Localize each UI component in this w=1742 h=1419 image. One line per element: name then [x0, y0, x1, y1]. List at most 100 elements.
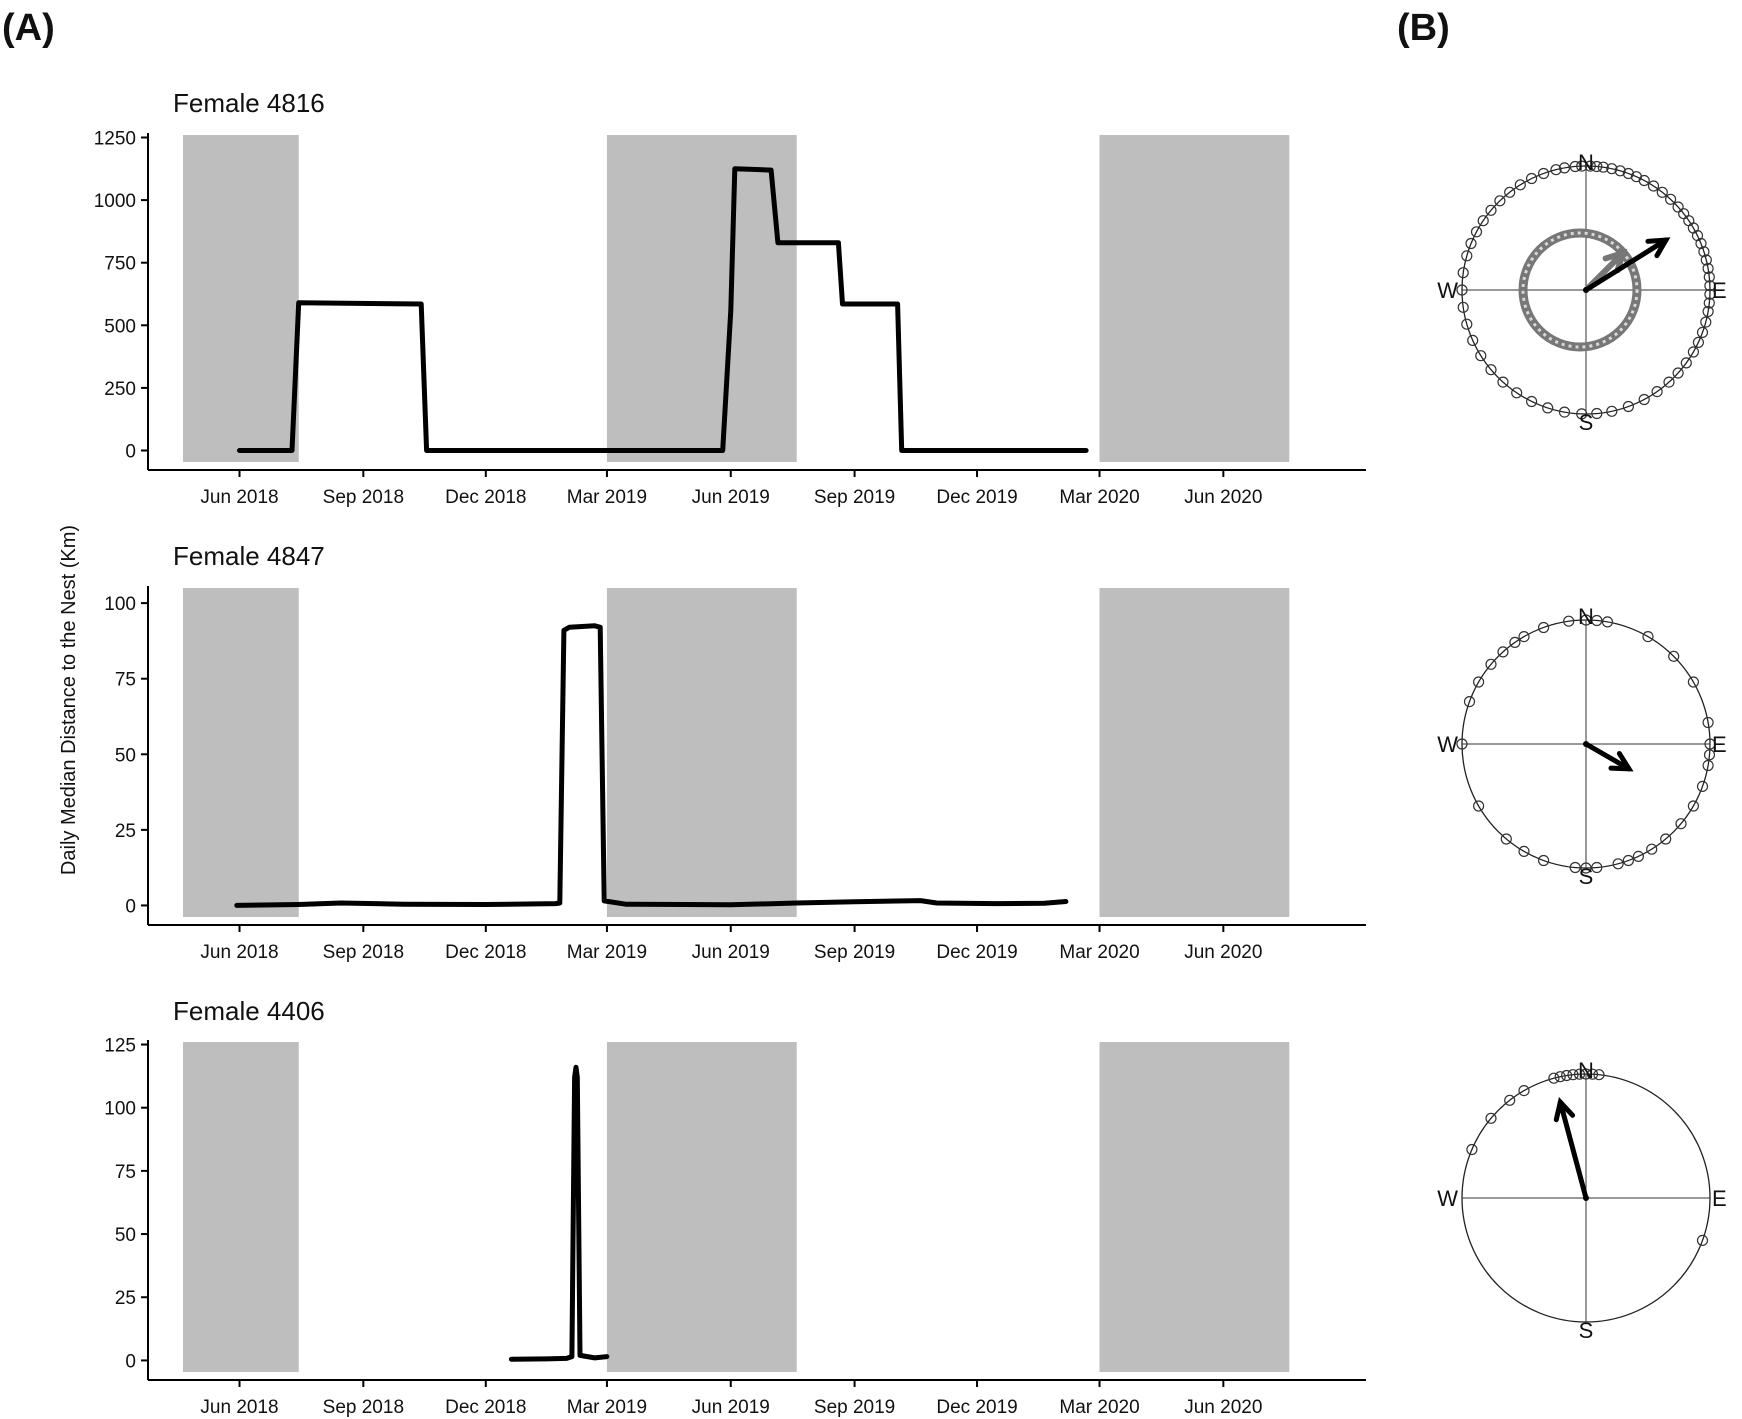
y-tick-label: 1000	[94, 191, 136, 212]
outer-ring-point	[1696, 780, 1709, 793]
outer-ring-point	[1660, 833, 1672, 845]
outer-ring-point	[1696, 326, 1709, 338]
shaded-period	[182, 588, 299, 917]
outer-ring-point	[1703, 271, 1715, 283]
compass-n-label: N	[1578, 150, 1594, 175]
y-tick-label: 25	[115, 1288, 136, 1309]
outer-ring-point	[1518, 630, 1530, 643]
outer-ring-point	[1518, 845, 1530, 858]
outer-ring-point	[1569, 861, 1581, 874]
outer-ring-point	[1580, 862, 1592, 874]
outer-ring-point	[1470, 226, 1483, 238]
outer-ring-point	[1485, 364, 1497, 376]
outer-ring-point	[1696, 1234, 1709, 1247]
x-tick-label: Mar 2020	[1059, 487, 1139, 508]
outer-ring-point	[1704, 288, 1716, 300]
outer-ring-point	[1664, 193, 1677, 205]
shaded-period	[606, 1042, 797, 1372]
outer-ring-point	[1494, 195, 1506, 207]
outer-ring-point	[1612, 858, 1624, 870]
panel-label-b: (B)	[1397, 7, 1450, 49]
outer-ring-point	[1576, 408, 1588, 420]
outer-ring-point	[1638, 393, 1650, 406]
panel-label-a: (A)	[2, 7, 55, 49]
outer-ring-point	[1537, 621, 1550, 634]
y-tick-label: 0	[125, 441, 136, 462]
outer-ring-point	[1703, 297, 1715, 309]
compass-e-label: E	[1712, 732, 1727, 757]
outer-ring-point	[1704, 280, 1716, 292]
outer-ring-point	[1591, 160, 1603, 173]
outer-ring-point	[1525, 395, 1538, 408]
mean-vector-arrowhead	[1602, 248, 1628, 274]
x-tick-label: Sep 2018	[323, 942, 404, 963]
x-tick-label: Mar 2020	[1059, 1397, 1139, 1418]
outer-ring-point	[1509, 636, 1521, 649]
outer-ring-point	[1472, 800, 1485, 812]
outer-ring-point	[1606, 405, 1618, 417]
outer-ring-point	[1497, 646, 1509, 658]
outer-ring-point	[1511, 387, 1523, 399]
x-tick-label: Sep 2019	[814, 942, 895, 963]
compass-e-label: E	[1712, 1186, 1727, 1211]
outer-ring-point	[1485, 658, 1497, 670]
compass-n-label: N	[1578, 1058, 1594, 1083]
outer-ring-point	[1500, 833, 1512, 845]
outer-ring-point	[1548, 1072, 1560, 1084]
mean-vector-arrowhead	[1553, 1097, 1576, 1123]
shaded-period	[182, 135, 299, 462]
outer-ring-point	[1504, 1094, 1516, 1106]
outer-ring-point	[1537, 167, 1550, 180]
compass-w-label: W	[1437, 732, 1458, 757]
y-tick-label: 0	[125, 1351, 136, 1372]
outer-ring-point	[1558, 162, 1571, 174]
outer-ring-point	[1456, 284, 1468, 296]
x-tick-label: Dec 2018	[445, 942, 526, 963]
x-tick-label: Jun 2018	[200, 487, 278, 508]
outer-ring-point	[1606, 163, 1618, 175]
outer-ring-point	[1485, 204, 1497, 216]
series-line	[237, 166, 1089, 453]
outer-ring-point	[1586, 1068, 1599, 1080]
y-tick-label: 100	[104, 594, 136, 615]
outer-ring-point	[1580, 614, 1592, 626]
compass-s-label: S	[1579, 1318, 1594, 1343]
compass-plots: N S W E N S W E N S W E	[1437, 150, 1726, 1343]
y-tick-label: 75	[115, 670, 136, 691]
compass-s-label: S	[1579, 864, 1594, 889]
mean-vector-shaft	[1557, 1099, 1589, 1201]
x-tick-label: Dec 2018	[445, 487, 526, 508]
mean-vector-arrowhead	[1608, 751, 1634, 772]
inner-ring-points-highlight	[1521, 231, 1639, 349]
outer-ring-point	[1514, 179, 1526, 191]
shared-y-axis-label: Daily Median Distance to the Nest (Km)	[58, 525, 80, 875]
compass-e-label: E	[1712, 278, 1727, 303]
y-tick-label: 50	[115, 1225, 136, 1246]
outer-ring-point	[1703, 749, 1716, 761]
compass-2: N S W E	[1437, 604, 1726, 889]
outer-ring-point	[1692, 336, 1705, 348]
outer-ring-point	[1591, 614, 1603, 627]
x-tick-label: Sep 2019	[814, 487, 895, 508]
outer-ring-point	[1622, 854, 1635, 867]
x-tick-label: Jun 2020	[1184, 487, 1262, 508]
outer-ring-point	[1702, 716, 1714, 729]
compass-center-dot	[1583, 741, 1589, 747]
x-tick-label: Jun 2020	[1184, 942, 1262, 963]
outer-ring-point	[1632, 850, 1645, 863]
outer-ring-point	[1597, 161, 1609, 173]
outer-ring-point	[1663, 376, 1675, 388]
outer-ring-point	[1702, 759, 1714, 772]
mean-vector-arrowhead	[1645, 237, 1671, 259]
shaded-period	[606, 588, 797, 917]
outer-ring-point	[1584, 160, 1596, 172]
outer-ring-point	[1573, 1068, 1586, 1080]
y-tick-label: 50	[115, 745, 136, 766]
x-tick-label: Mar 2019	[567, 1397, 647, 1418]
y-tick-label: 750	[104, 254, 136, 275]
outer-ring-point	[1651, 386, 1663, 398]
outer-ring-point	[1461, 250, 1473, 262]
outer-ring-point	[1622, 400, 1635, 413]
